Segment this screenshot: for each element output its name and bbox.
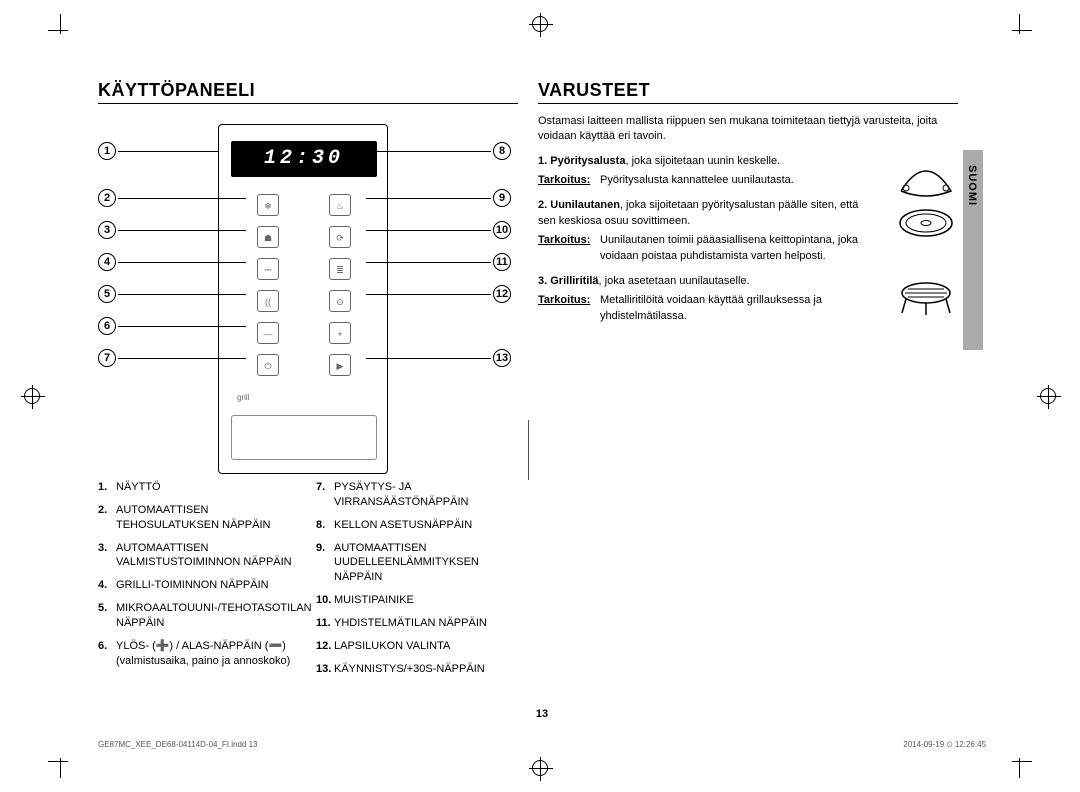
panel-btn-defrost: ❄: [257, 194, 279, 216]
legend-item: 7.PYSÄYTYS- JA VIRRANSÄÄSTÖNÄPPÄIN: [316, 480, 521, 510]
callout-6: 6: [98, 317, 116, 335]
callout-11: 11: [493, 253, 511, 271]
callout-1: 1: [98, 142, 116, 160]
legend-item: 1.NÄYTTÖ: [98, 480, 303, 495]
legend-item: 12.LAPSILUKON VALINTA: [316, 639, 521, 654]
callout-9: 9: [493, 189, 511, 207]
legend-item: 6.YLÖS- (➕) / ALAS-NÄPPÄIN (➖) (valmistu…: [98, 639, 303, 669]
accessory-item: 3. Grilliritilä, joka asetetaan uunilaut…: [538, 274, 958, 324]
panel-outline: 12:30 ❄ ♨ ☗ ⟳ ⎓ ≣ (( ⊙ — + ⏻ ▶ grill: [218, 124, 388, 474]
panel-btn-start: ▶: [329, 354, 351, 376]
page-number: 13: [536, 708, 548, 720]
panel-btn-clock: ♨: [329, 194, 351, 216]
legend-item: 3.AUTOMAATTISEN VALMISTUSTOIMINNON NÄPPÄ…: [98, 541, 303, 571]
panel-btn-plus: +: [329, 322, 351, 344]
language-label: SUOMI: [966, 165, 978, 206]
legend-item: 4.GRILLI-TOIMINNON NÄPPÄIN: [98, 578, 303, 593]
panel-btn-stop: ⏻: [257, 354, 279, 376]
registration-mark: [24, 388, 40, 404]
legend-item: 13.KÄYNNISTYS/+30S-NÄPPÄIN: [316, 662, 521, 677]
panel-btn-minus: —: [257, 322, 279, 344]
registration-mark: [532, 760, 548, 776]
panel-btn-microwave: ((: [257, 290, 279, 312]
panel-btn-combi: ⊙: [329, 290, 351, 312]
panel-display: 12:30: [231, 141, 377, 177]
heading-accessories: VARUSTEET: [538, 80, 958, 104]
turntable-icon: [894, 198, 958, 248]
panel-button-grid: ❄ ♨ ☗ ⟳ ⎓ ≣ (( ⊙ — + ⏻ ▶: [243, 189, 365, 381]
legend-item: 5.MIKROAALTOUUNI-/TEHOTASOTILAN NÄPPÄIN: [98, 601, 303, 631]
legend-item: 10.MUISTIPAINIKE: [316, 593, 521, 608]
callout-3: 3: [98, 221, 116, 239]
accessory-item: 1. Pyöritysalusta, joka sijoitetaan uuni…: [538, 154, 958, 189]
legend-item: 11.YHDISTELMÄTILAN NÄPPÄIN: [316, 616, 521, 631]
heading-control-panel: KÄYTTÖPANEELI: [98, 80, 518, 104]
roller-ring-icon: [894, 154, 958, 204]
control-panel-figure: 12:30 ❄ ♨ ☗ ⟳ ⎓ ≣ (( ⊙ — + ⏻ ▶ grill 1 2 3 4: [98, 114, 518, 484]
grill-rack-icon: [894, 274, 958, 324]
panel-btn-memory: ≣: [329, 258, 351, 280]
panel-grill-caption: grill: [237, 393, 249, 402]
legend-item: 8.KELLON ASETUSNÄPPÄIN: [316, 518, 521, 533]
callout-13: 13: [493, 349, 511, 367]
callout-7: 7: [98, 349, 116, 367]
registration-mark: [1040, 388, 1056, 404]
callout-12: 12: [493, 285, 511, 303]
accessories-intro: Ostamasi laitteen mallista riippuen sen …: [538, 114, 958, 144]
registration-mark: [532, 16, 548, 32]
accessory-item: 2. Uunilautanen, joka sijoitetaan pyörit…: [538, 198, 958, 264]
callout-8: 8: [493, 142, 511, 160]
callout-10: 10: [493, 221, 511, 239]
callout-5: 5: [98, 285, 116, 303]
panel-btn-grill: ⎓: [257, 258, 279, 280]
callout-2: 2: [98, 189, 116, 207]
callout-4: 4: [98, 253, 116, 271]
panel-btn-reheat: ⟳: [329, 226, 351, 248]
panel-lower-panel: [231, 415, 377, 460]
print-footer: GE87MC_XEE_DE68-04114D-04_FI.indd 132014…: [98, 740, 986, 750]
column-divider: [528, 420, 529, 480]
panel-btn-autocook: ☗: [257, 226, 279, 248]
legend-item: 9.AUTOMAATTISEN UUDELLEENLÄMMITYKSEN NÄP…: [316, 541, 521, 586]
legend-item: 2.AUTOMAATTISEN TEHOSULATUKSEN NÄPPÄIN: [98, 503, 303, 533]
